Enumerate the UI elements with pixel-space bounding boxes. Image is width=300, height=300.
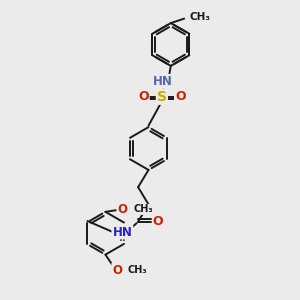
Text: S: S	[157, 90, 167, 104]
Text: O: O	[112, 264, 122, 277]
Text: O: O	[153, 215, 163, 228]
Text: HN: HN	[153, 75, 173, 88]
Text: HN: HN	[112, 226, 132, 238]
Text: CH₃: CH₃	[127, 265, 147, 275]
Text: O: O	[138, 90, 149, 103]
Text: CH₃: CH₃	[189, 12, 210, 22]
Text: CH₃: CH₃	[134, 204, 153, 214]
Text: O: O	[117, 203, 128, 216]
Text: O: O	[175, 90, 186, 103]
